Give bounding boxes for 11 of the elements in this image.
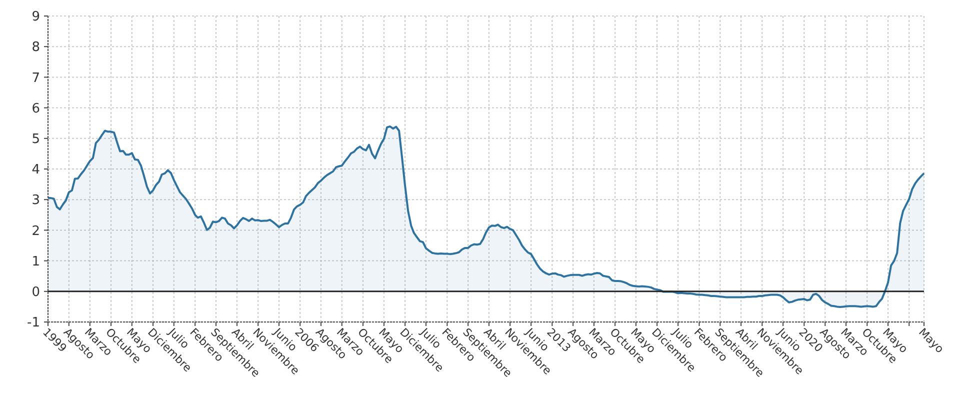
y-tick-label: 8	[32, 40, 40, 56]
y-tick-label: 9	[32, 10, 40, 25]
y-tick-label: 6	[32, 101, 40, 116]
y-tick-label: 1	[32, 254, 40, 270]
y-tick-label: 2	[32, 224, 40, 239]
y-tick-label: 3	[32, 193, 40, 208]
y-tick-label: -1	[27, 316, 40, 331]
y-tick-label: 0	[32, 284, 40, 300]
y-tick-label: 7	[32, 70, 40, 86]
y-tick-label: 4	[32, 162, 40, 178]
y-tick-label: 5	[32, 132, 40, 147]
